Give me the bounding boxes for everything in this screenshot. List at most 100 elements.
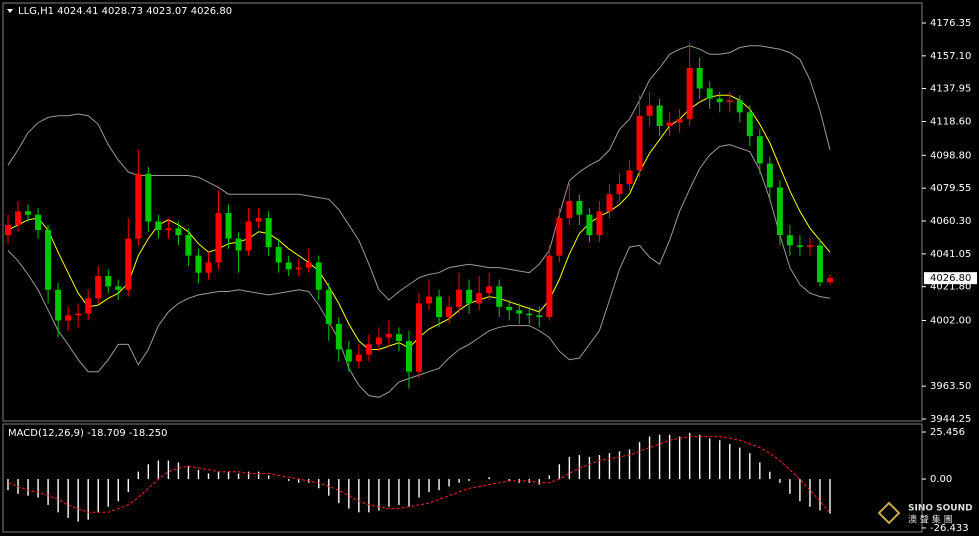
candle-body	[576, 201, 583, 215]
candle-body	[706, 88, 713, 99]
candle-body	[315, 262, 322, 290]
macd-panel	[2, 423, 923, 533]
y-tick-label: 4021.80	[930, 282, 971, 293]
macd-title: MACD(12,26,9) -18.709 -18.250	[8, 428, 168, 439]
candle-body	[95, 276, 102, 299]
menu-triangle	[7, 9, 13, 13]
candle-body	[275, 247, 282, 263]
y-tick-label: 4079.55	[930, 183, 971, 194]
candle-body	[646, 105, 653, 116]
candle-body	[395, 334, 402, 341]
watermark: SINO SOUND 澳 聲 集 團	[877, 501, 973, 526]
candle-body	[806, 245, 813, 248]
candle-body	[105, 276, 112, 287]
candle-body	[536, 315, 543, 318]
candle-body	[355, 354, 362, 362]
candle-body	[35, 214, 42, 231]
y-tick-label: 3963.50	[930, 381, 971, 392]
candle-body	[416, 303, 422, 372]
candle-body	[385, 334, 392, 338]
y-tick-label: 4157.10	[930, 51, 971, 62]
candle-body	[586, 214, 593, 236]
candle-body	[135, 173, 142, 239]
price-label: 4026.80	[930, 273, 971, 284]
candle-body	[115, 286, 122, 290]
candle-body	[786, 235, 793, 246]
candle-body	[476, 293, 483, 304]
candle-body	[215, 212, 222, 263]
candle-body	[466, 289, 473, 304]
candle-body	[716, 98, 723, 103]
watermark-title: SINO SOUND	[908, 504, 973, 514]
watermark-subtitle: 澳 聲 集 團	[908, 514, 953, 526]
candle-body	[235, 238, 242, 251]
candle-body	[155, 221, 162, 231]
candle-body	[165, 228, 172, 231]
y-tick-label: 3944.25	[930, 414, 971, 425]
candle-body	[85, 298, 92, 314]
candle-body	[65, 315, 72, 321]
candle-body	[265, 218, 272, 248]
y-tick-label: 4176.35	[930, 18, 971, 29]
signal-line	[7, 436, 831, 514]
candle-body	[606, 194, 613, 212]
price-label-box	[924, 272, 977, 285]
y-tick-label: 4098.80	[930, 150, 971, 161]
candle-body	[446, 306, 453, 318]
candle-body	[5, 224, 11, 236]
y-tick-label: -26.433	[930, 523, 969, 534]
candle-body	[195, 255, 202, 273]
candle-body	[516, 310, 523, 314]
y-tick-label: 4118.60	[930, 117, 971, 128]
candle-body	[55, 289, 62, 321]
candle-body	[175, 228, 182, 236]
chart-title: LLG,H1 4024.41 4028.73 4023.07 4026.80	[18, 6, 232, 17]
candle-body	[526, 313, 533, 316]
candle-body	[285, 262, 292, 270]
candle-body	[736, 100, 743, 113]
candle-body	[325, 289, 332, 324]
candle-body	[756, 136, 763, 164]
candle-body	[405, 340, 412, 372]
candle-body	[456, 289, 463, 307]
price-panel	[2, 2, 923, 422]
candle-body	[686, 67, 693, 120]
candle-body	[816, 245, 823, 283]
candle-body	[375, 337, 382, 345]
candle-body	[776, 187, 783, 236]
candle-body	[255, 218, 262, 222]
candle-body	[696, 67, 703, 89]
candle-body	[365, 344, 372, 355]
overlay-line	[7, 45, 831, 301]
y-tick-label: 0.00	[930, 474, 952, 485]
candle-body	[666, 122, 673, 126]
candle-body	[25, 211, 32, 215]
candle-body	[205, 262, 212, 273]
candle-body	[75, 313, 82, 316]
candle-body	[546, 255, 553, 318]
candle-body	[486, 286, 493, 294]
candle-body	[566, 201, 573, 219]
candle-body	[125, 238, 132, 290]
candle-body	[796, 245, 803, 248]
y-tick-label: 4002.00	[930, 315, 971, 326]
candle-body	[305, 262, 312, 268]
y-tick-label: 4137.95	[930, 84, 971, 95]
y-tick-label: 4041.05	[930, 249, 971, 260]
candle-body	[426, 296, 433, 304]
candle-body	[335, 323, 342, 350]
candle-body	[185, 235, 192, 256]
candle-body	[676, 119, 683, 123]
candle-body	[436, 296, 443, 318]
y-tick-label: 25.456	[930, 427, 965, 438]
logo	[877, 501, 901, 525]
candle-body	[636, 115, 643, 171]
y-tick-label: 4060.30	[930, 216, 971, 227]
candle-body	[145, 173, 152, 222]
candle-body	[616, 183, 623, 195]
candle-body	[766, 163, 773, 188]
candle-body	[506, 306, 513, 311]
candle-body	[656, 105, 663, 126]
candle-body	[556, 218, 563, 256]
